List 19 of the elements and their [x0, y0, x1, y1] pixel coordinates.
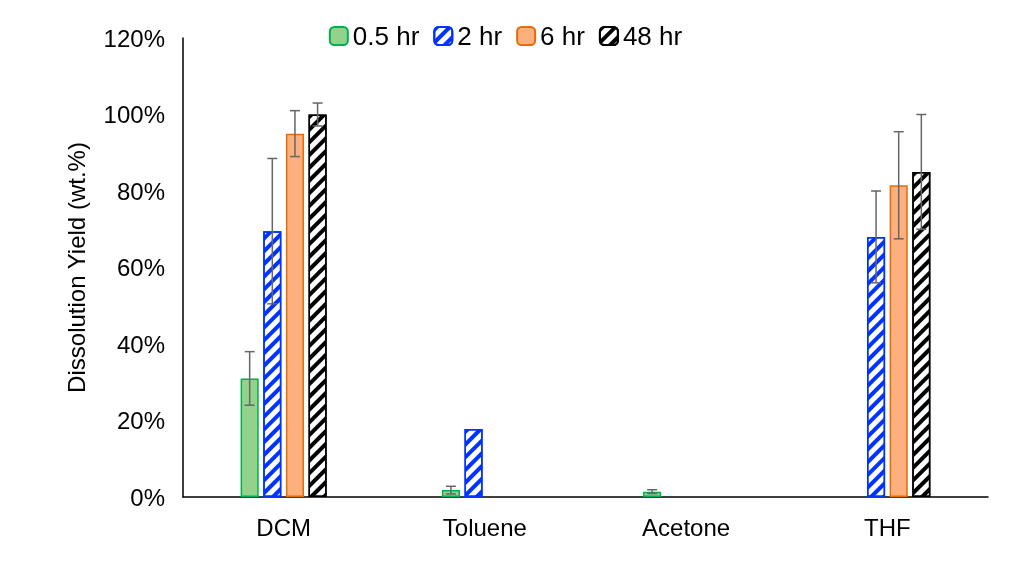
x-tick-label: Acetone — [642, 513, 731, 541]
bar — [285, 133, 304, 497]
x-tick-label: THF — [864, 513, 911, 541]
legend-label: 2 hr — [457, 21, 503, 51]
y-tick-label: 80% — [116, 177, 165, 205]
legend-label: 6 hr — [540, 21, 586, 51]
x-tick-label: DCM — [256, 513, 311, 541]
x-tick-label: Toluene — [442, 513, 527, 541]
y-tick-label: 100% — [103, 101, 165, 128]
y-tick-label: 20% — [116, 407, 165, 434]
bar — [889, 185, 908, 497]
y-tick-label: 60% — [116, 254, 165, 281]
bar — [240, 378, 259, 497]
y-tick-label: 40% — [116, 330, 165, 358]
legend-label: 48 hr — [622, 21, 683, 51]
y-tick-label: 120% — [103, 24, 165, 52]
y-tick-label: 0% — [130, 483, 165, 511]
legend-label: 0.5 hr — [352, 21, 420, 51]
y-axis-title: Dissolution Yield (wt.%) — [62, 142, 90, 393]
